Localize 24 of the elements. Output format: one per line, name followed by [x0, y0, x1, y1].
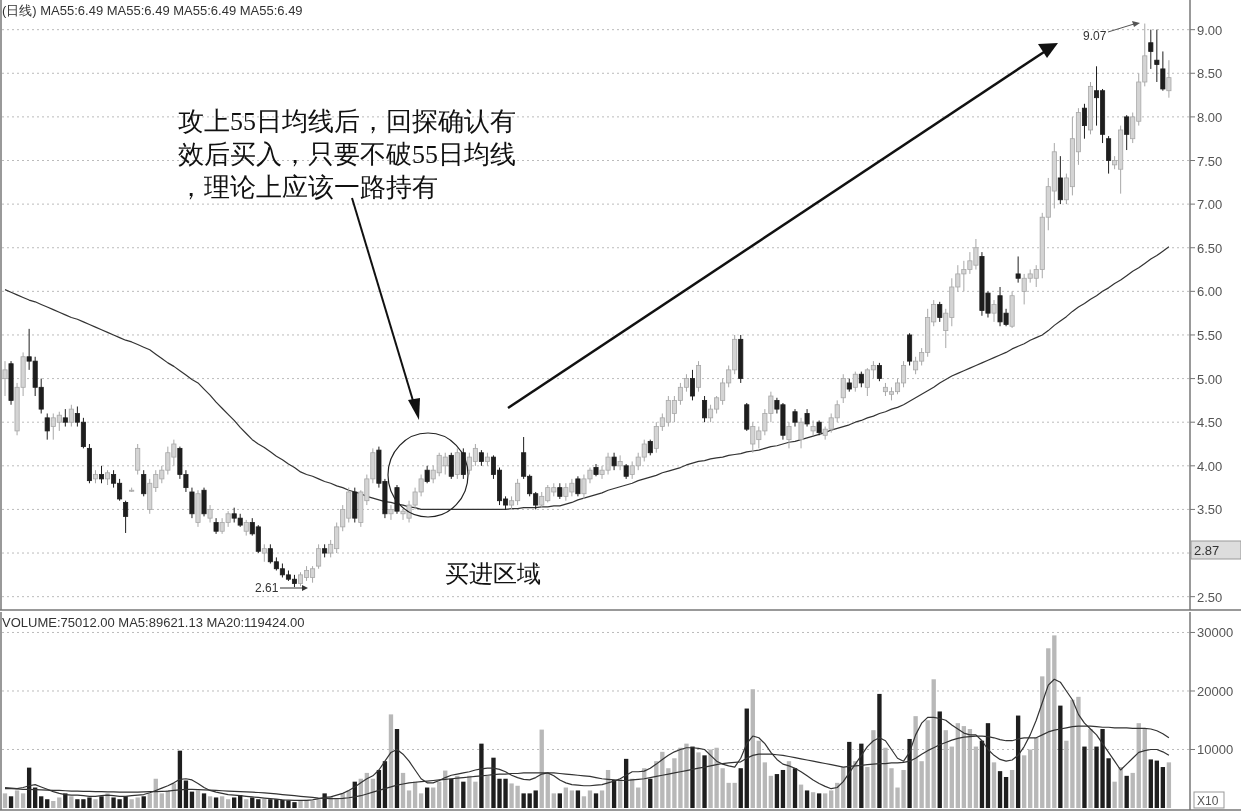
annotation: 2.61 [255, 581, 279, 595]
annotation: 9.07 [1083, 29, 1107, 43]
y-tick-label: 10000 [1197, 742, 1234, 758]
annotation: 攻上55日均线后，回探确认有效后买入，只要不破55日均线，理论上应该一路持有 [178, 107, 516, 202]
y-tick-label: 20000 [1197, 683, 1234, 699]
y-tick-label: 8.00 [1197, 109, 1223, 125]
y-tick-label: 4.50 [1197, 415, 1223, 431]
y-tick-label: 6.00 [1197, 284, 1223, 300]
y-tick-label: 6.50 [1197, 240, 1223, 256]
y-tick-label: 4.00 [1197, 458, 1223, 474]
annotation: 买进区域 [445, 561, 541, 587]
text: 2.87 [1194, 543, 1220, 558]
y-tick-label: 2.50 [1197, 589, 1223, 605]
y-tick-label: 3.50 [1197, 502, 1223, 518]
y-tick-label: 30000 [1197, 625, 1234, 641]
chart-title: (日线) MA55:6.49 MA55:6.49 MA55:6.49 MA55:6.49 [2, 3, 303, 18]
y-tick-label: 7.00 [1197, 197, 1223, 213]
chart-title: VOLUME:75012.00 MA5:89621.13 MA20:119424.00 [2, 615, 305, 630]
y-tick-label: 9.00 [1197, 22, 1223, 38]
y-tick-label: 5.00 [1197, 371, 1223, 387]
y-tick-label: 8.50 [1197, 66, 1223, 82]
y-tick-label: 7.50 [1197, 153, 1223, 169]
y-tick-label: 5.50 [1197, 327, 1223, 343]
text: X10 [1197, 794, 1219, 808]
